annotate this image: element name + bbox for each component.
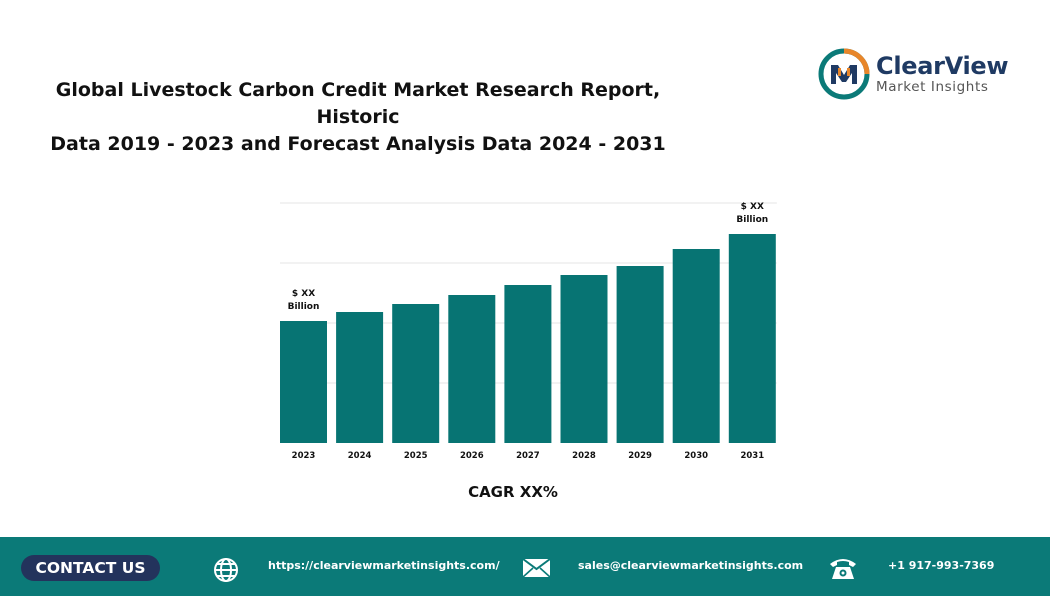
report-title: Global Livestock Carbon Credit Market Re… — [20, 77, 696, 158]
x-tick-label-2030: 2030 — [684, 451, 708, 461]
bar-2029 — [616, 266, 664, 443]
bar-2025 — [392, 304, 440, 443]
x-tick-label-2023: 2023 — [292, 451, 316, 461]
bar-2027 — [504, 285, 552, 443]
phone-icon — [830, 559, 856, 579]
mail-icon — [522, 558, 551, 578]
company-logo: ClearView Market Insights — [818, 48, 1018, 102]
data-label-2023-unit: Billion — [288, 302, 320, 312]
title-line-2: Data 2019 - 2023 and Forecast Analysis D… — [50, 133, 666, 155]
logo-subtitle: Market Insights — [876, 79, 989, 95]
bar-2024 — [336, 312, 384, 443]
globe-icon — [214, 558, 238, 582]
x-tick-label-2028: 2028 — [572, 451, 596, 461]
email-link[interactable]: sales@clearviewmarketinsights.com — [578, 559, 804, 572]
x-tick-label-2029: 2029 — [628, 451, 652, 461]
footer-bar: CONTACT US https://clearviewmarketinsigh… — [0, 537, 1050, 596]
x-tick-label-2024: 2024 — [348, 451, 372, 461]
data-label-2031-unit: Billion — [736, 215, 768, 225]
bar-2030 — [672, 249, 720, 443]
bar-2026 — [448, 295, 496, 443]
x-tick-label-2026: 2026 — [460, 451, 484, 461]
bar-2031 — [728, 234, 776, 443]
data-label-2031-value: $ XX — [741, 202, 764, 212]
x-tick-label-2027: 2027 — [516, 451, 540, 461]
title-line-1: Global Livestock Carbon Credit Market Re… — [55, 79, 661, 128]
x-tick-label-2025: 2025 — [404, 451, 428, 461]
x-tick-label-2031: 2031 — [740, 451, 764, 461]
phone-number[interactable]: +1 917-993-7369 — [888, 559, 995, 572]
data-label-2023-value: $ XX — [292, 289, 315, 299]
logo-name: ClearView — [876, 52, 1009, 80]
logo-mark-icon — [818, 48, 870, 100]
contact-us-button[interactable]: CONTACT US — [21, 555, 160, 581]
bar-2023 — [280, 321, 327, 443]
bar-2028 — [560, 275, 608, 443]
website-link[interactable]: https://clearviewmarketinsights.com/ — [268, 559, 500, 572]
cagr-label: CAGR XX% — [468, 483, 558, 501]
bar-chart: 2023 $ XX Billion 2024 2025 2026 2027 2028 2029 2… — [280, 202, 777, 461]
